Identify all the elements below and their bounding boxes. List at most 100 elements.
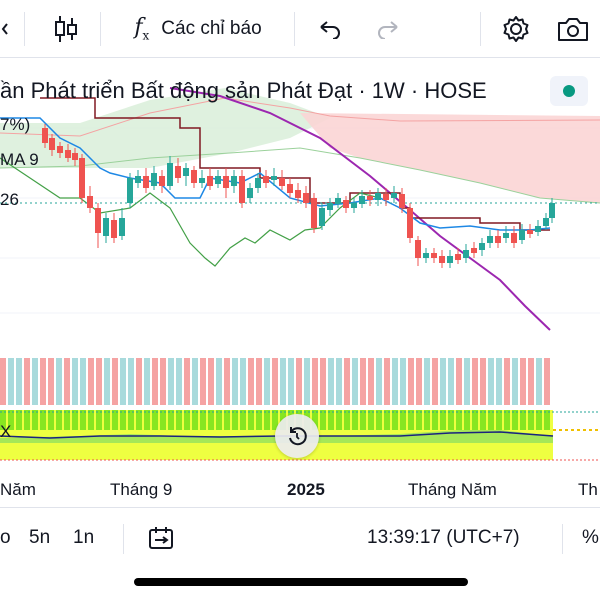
time-axis-label: 2025: [287, 480, 325, 499]
oscillator-bar: [256, 410, 262, 430]
candle-body: [327, 203, 333, 210]
volume-bar: [544, 358, 550, 405]
toolbar-divider: [294, 12, 295, 46]
volume-bar: [176, 358, 182, 405]
volume-bar: [536, 358, 542, 405]
oscillator-bar: [336, 410, 342, 430]
oscillator-bar: [0, 410, 6, 430]
volume-bar: [464, 358, 470, 405]
volume-bar: [472, 358, 478, 405]
reset-chart-button[interactable]: [275, 414, 319, 458]
range-5d-button[interactable]: 5n: [29, 527, 51, 548]
oscillator-bar: [8, 410, 14, 430]
oscillator-bar: [344, 410, 350, 430]
indicator-legend-1[interactable]: 7%): [0, 115, 31, 134]
candle-body: [415, 240, 421, 258]
oscillator-bar: [40, 410, 46, 430]
candle-body: [439, 256, 445, 263]
toolbar-left-edge[interactable]: [0, 0, 10, 58]
candle-body: [367, 196, 373, 200]
candle-body: [79, 158, 85, 198]
candle-body: [111, 220, 117, 238]
candle-body: [151, 173, 157, 186]
timezone-clock[interactable]: 13:39:17 (UTC+7): [367, 527, 520, 548]
candle-body: [127, 178, 133, 203]
candle-body: [503, 233, 509, 238]
oscillator-bar: [408, 410, 414, 430]
candle-body: [143, 176, 149, 188]
symbol-title[interactable]: ần Phát triển Bất động sản Phát Đạt · 1W…: [0, 78, 487, 103]
settings-button[interactable]: [496, 0, 536, 58]
oscillator-bar: [120, 410, 126, 430]
chart-type-button[interactable]: [44, 0, 88, 58]
candle-body: [447, 256, 453, 263]
oscillator-bar: [464, 410, 470, 430]
volume-bar: [480, 358, 486, 405]
volume-bar: [40, 358, 46, 405]
oscillator-bar: [384, 410, 390, 430]
oscillator-bar: [128, 410, 134, 430]
market-status-button[interactable]: [550, 76, 588, 106]
indicators-button[interactable]: fx Các chỉ báo: [118, 0, 278, 58]
volume-bar: [384, 358, 390, 405]
volume-bar: [512, 358, 518, 405]
candle-body: [359, 196, 365, 204]
oscillator-bar: [368, 410, 374, 430]
oscillator-bar: [424, 410, 430, 430]
oscillator-bar: [248, 410, 254, 430]
oscillator-bar: [328, 410, 334, 430]
volume-bar: [88, 358, 94, 405]
oscillator-bar: [496, 410, 502, 430]
bottombar-divider: [562, 524, 563, 554]
indicator-legend-2[interactable]: MA 9: [0, 150, 39, 169]
oscillator-bar: [56, 410, 62, 430]
candle-body: [383, 194, 389, 200]
candle-body: [351, 203, 357, 208]
volume-bar: [288, 358, 294, 405]
oscillator-bar: [112, 410, 118, 430]
candle-body: [407, 208, 413, 238]
oscillator-bar: [448, 410, 454, 430]
candle-body: [159, 176, 165, 186]
oscillator-bar: [216, 410, 222, 430]
date-range-button[interactable]: [147, 508, 175, 568]
time-axis-label: Tháng Năm: [408, 480, 497, 499]
volume-bar: [344, 358, 350, 405]
range-button[interactable]: o: [0, 527, 11, 548]
oscillator-bar: [504, 410, 510, 430]
undo-button[interactable]: [312, 0, 348, 58]
percent-scale-button[interactable]: %: [582, 527, 599, 548]
volume-bar: [0, 358, 6, 405]
oscillator-bar: [200, 410, 206, 430]
candle-body: [319, 208, 325, 226]
screenshot-button[interactable]: [552, 0, 594, 58]
candle-body: [487, 236, 493, 243]
candle-body: [239, 176, 245, 203]
candle-body: [287, 184, 293, 193]
toolbar-divider: [480, 12, 481, 46]
candle-body: [303, 193, 309, 203]
oscillator-legend[interactable]: X: [0, 422, 12, 441]
candle-body: [183, 168, 189, 176]
oscillator-bar: [104, 410, 110, 430]
indicator-legend-3[interactable]: 26: [0, 190, 19, 209]
volume-bar: [120, 358, 126, 405]
candle-body: [527, 230, 533, 234]
redo-button[interactable]: [370, 0, 406, 58]
volume-bar: [72, 358, 78, 405]
oscillator-bar: [88, 410, 94, 430]
range-1d-button[interactable]: 1n: [73, 527, 95, 548]
oscillator-bar: [440, 410, 446, 430]
chart-area[interactable]: ần Phát triển Bất động sản Phát Đạt · 1W…: [0, 58, 600, 507]
volume-bar: [168, 358, 174, 405]
volume-bar: [400, 358, 406, 405]
volume-bar: [200, 358, 206, 405]
volume-bar: [144, 358, 150, 405]
volume-bar: [248, 358, 254, 405]
oscillator-bar: [144, 410, 150, 430]
candle-body: [95, 208, 101, 233]
volume-bar: [232, 358, 238, 405]
volume-bar: [272, 358, 278, 405]
candle-body: [49, 138, 55, 150]
volume-bar: [304, 358, 310, 405]
